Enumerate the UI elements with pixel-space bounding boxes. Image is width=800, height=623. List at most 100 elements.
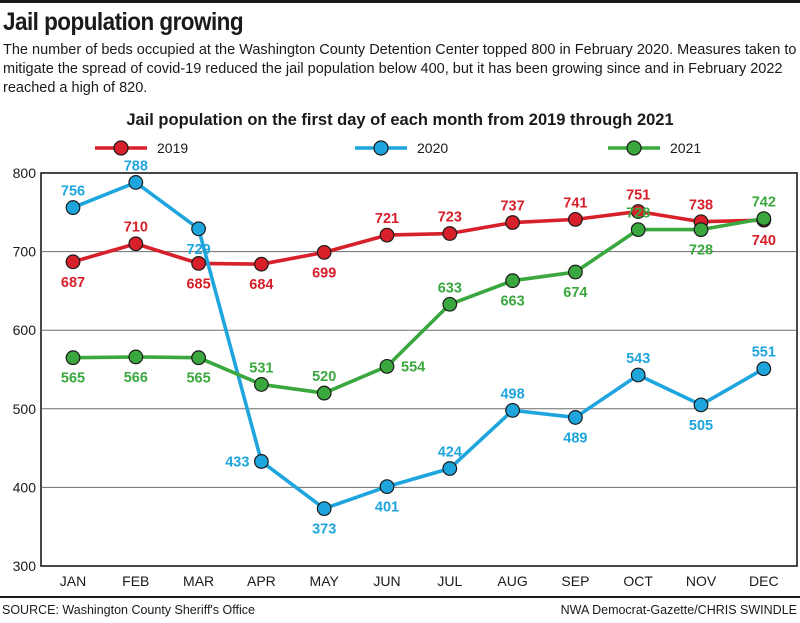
page-subtitle: The number of beds occupied at the Washi… xyxy=(3,42,797,96)
data-point xyxy=(316,501,332,517)
data-point xyxy=(442,296,458,312)
x-tick-label: JAN xyxy=(60,573,86,589)
data-label: 729 xyxy=(186,242,210,258)
data-label: 566 xyxy=(124,370,148,386)
data-point xyxy=(253,454,269,469)
data-label: 742 xyxy=(752,195,776,211)
data-point xyxy=(630,222,646,237)
data-point xyxy=(379,227,395,243)
data-point xyxy=(630,204,646,219)
x-tick-label: JUL xyxy=(437,573,462,589)
legend-label: 2019 xyxy=(157,140,188,156)
data-label: 554 xyxy=(401,359,425,375)
data-label: 401 xyxy=(375,500,399,516)
top-rule xyxy=(0,0,800,3)
data-label: 788 xyxy=(124,158,148,174)
data-label: 728 xyxy=(689,243,713,259)
footer-rule xyxy=(0,596,800,598)
data-point xyxy=(316,385,332,401)
data-point xyxy=(191,255,207,271)
x-tick-label: JUN xyxy=(373,573,400,589)
x-tick-label: OCT xyxy=(623,573,653,589)
data-point xyxy=(316,244,332,260)
legend-label: 2020 xyxy=(417,140,448,156)
x-tick-label: DEC xyxy=(749,573,779,589)
data-point xyxy=(568,410,583,425)
x-tick-label: MAY xyxy=(310,573,340,589)
data-point xyxy=(442,226,458,241)
data-point xyxy=(693,222,709,237)
x-tick-label: MAR xyxy=(183,573,214,589)
y-tick-label: 800 xyxy=(13,165,37,181)
y-tick-label: 300 xyxy=(13,558,37,574)
data-label: 498 xyxy=(500,386,524,402)
legend-swatch-marker xyxy=(113,140,129,156)
series-line xyxy=(72,180,765,511)
data-label: 505 xyxy=(689,418,713,434)
chart-title: Jail population on the first day of each… xyxy=(126,111,674,129)
data-label: 551 xyxy=(752,345,776,361)
page-title: Jail population growing xyxy=(3,8,244,36)
data-label: 543 xyxy=(626,351,650,367)
data-label: 699 xyxy=(312,265,336,281)
data-point xyxy=(442,461,458,476)
data-label: 373 xyxy=(312,522,336,538)
data-point xyxy=(379,358,395,374)
data-point xyxy=(191,221,207,237)
data-label: 489 xyxy=(563,430,587,446)
y-tick-label: 400 xyxy=(13,479,37,495)
data-label: 633 xyxy=(438,280,462,296)
y-tick-label: 700 xyxy=(13,244,37,260)
data-label: 740 xyxy=(752,233,776,249)
data-point xyxy=(191,350,207,366)
legend-item: 2021 xyxy=(608,140,701,156)
credit-line: NWA Democrat-Gazette/CHRIS SWINDLE xyxy=(560,603,797,617)
legend-label: 2021 xyxy=(670,140,701,156)
data-point xyxy=(65,200,81,215)
data-point xyxy=(65,350,81,366)
data-label: 424 xyxy=(438,445,462,461)
y-tick-label: 600 xyxy=(13,322,37,338)
data-point xyxy=(630,367,646,383)
data-label: 756 xyxy=(61,184,85,200)
x-tick-label: FEB xyxy=(122,573,149,589)
data-label: 751 xyxy=(626,188,650,204)
data-point xyxy=(505,215,520,230)
data-label: 737 xyxy=(500,199,524,215)
data-label: 531 xyxy=(249,360,273,376)
data-label: 710 xyxy=(124,220,148,236)
data-point xyxy=(756,361,772,377)
data-label: 520 xyxy=(312,369,336,385)
data-label: 565 xyxy=(61,371,85,387)
data-label: 721 xyxy=(375,211,399,227)
x-tick-label: AUG xyxy=(497,573,527,589)
data-point xyxy=(128,349,144,365)
data-point xyxy=(568,264,583,280)
x-tick-label: SEP xyxy=(561,573,589,589)
data-label: 684 xyxy=(249,277,273,293)
data-label: 741 xyxy=(563,195,587,211)
source-note: SOURCE: Washington County Sheriff's Offi… xyxy=(2,603,255,617)
line-chart: 300 400 500 600 700 800 JAN FEB MAR APR MAY JUN JUL A… xyxy=(13,140,798,589)
x-tick-label: NOV xyxy=(686,573,717,589)
data-point xyxy=(379,479,395,495)
data-point xyxy=(505,402,520,418)
data-label: 723 xyxy=(438,210,462,226)
series-line xyxy=(72,216,765,395)
legend-swatch-marker xyxy=(373,140,389,156)
data-point xyxy=(253,256,269,272)
data-label: 674 xyxy=(563,285,587,301)
data-label: 687 xyxy=(61,275,85,291)
data-label: 565 xyxy=(186,371,210,387)
data-point xyxy=(128,175,144,190)
data-label: 685 xyxy=(186,276,210,292)
legend-item: 2020 xyxy=(355,140,448,156)
data-label: 663 xyxy=(500,294,524,310)
series-line xyxy=(72,209,764,266)
x-tick-label: APR xyxy=(247,573,276,589)
data-point xyxy=(65,254,81,270)
y-tick-label: 500 xyxy=(13,401,37,417)
data-point xyxy=(693,397,709,413)
data-label: 728 xyxy=(626,206,650,222)
data-label: 433 xyxy=(225,454,249,470)
